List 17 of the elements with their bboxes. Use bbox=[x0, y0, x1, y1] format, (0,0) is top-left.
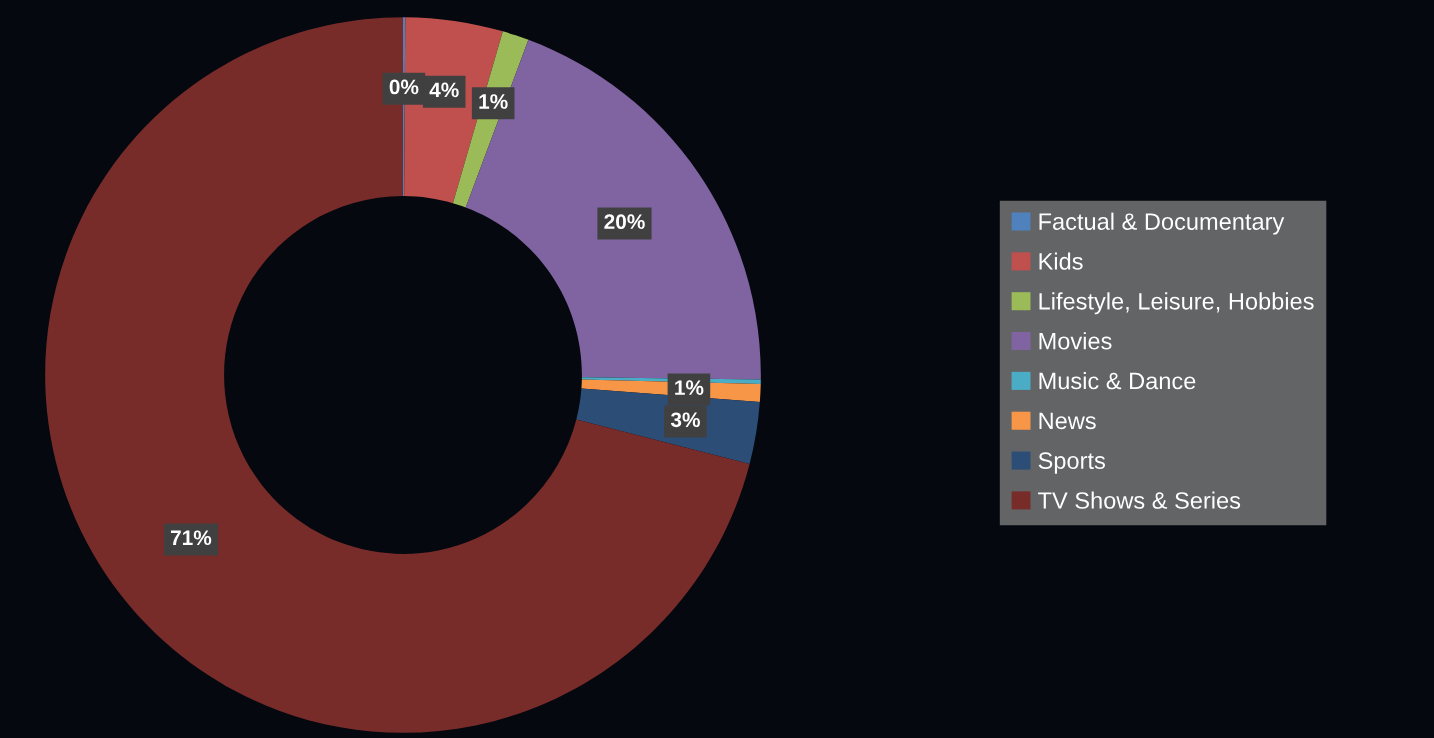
data-label: 4% bbox=[429, 82, 459, 98]
legend-label: Music & Dance bbox=[1039, 371, 1196, 390]
legend-label: Movies bbox=[1039, 332, 1112, 350]
legend-label: Lifestyle, Leisure, Hobbies bbox=[1039, 292, 1314, 315]
data-label: 3% bbox=[670, 412, 700, 428]
data-label: 71% bbox=[170, 530, 212, 546]
legend-label: Factual & Documentary bbox=[1039, 212, 1285, 235]
donut-slice bbox=[465, 39, 761, 380]
data-label: 20% bbox=[604, 214, 645, 230]
legend-label: TV Shows & Series bbox=[1038, 491, 1241, 509]
data-label: 1% bbox=[479, 94, 508, 109]
legend-label: Kids bbox=[1039, 252, 1083, 270]
legend-label: News bbox=[1039, 412, 1096, 430]
donut-slice bbox=[45, 17, 750, 733]
data-label: 1% bbox=[675, 380, 704, 395]
legend-label: Sports bbox=[1038, 452, 1105, 474]
data-label: 0% bbox=[389, 79, 419, 95]
